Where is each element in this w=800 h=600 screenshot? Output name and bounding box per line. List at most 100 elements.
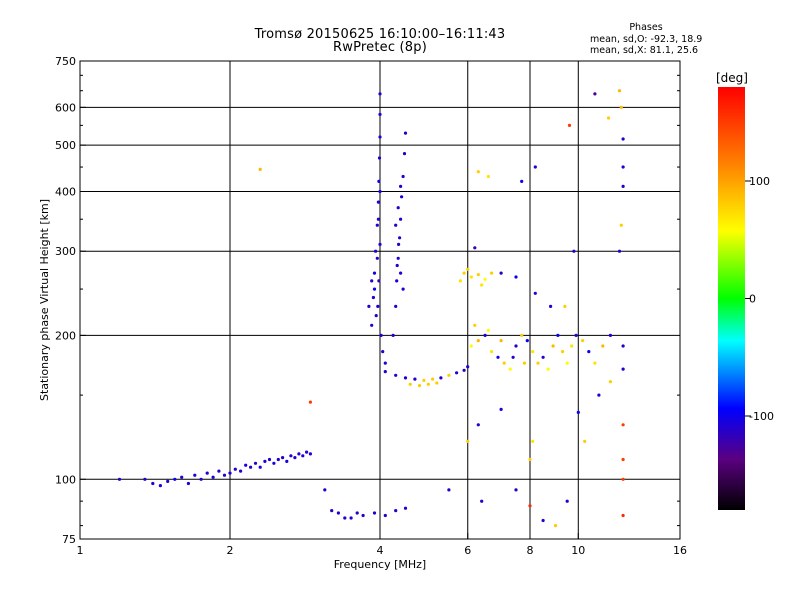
data-point	[361, 513, 365, 518]
colorbar-tick-label: 100	[749, 175, 770, 188]
data-point	[391, 333, 395, 337]
axis-ticks: 1 2 4 6 8 10 16 75 100 200 300 400 500 600 750	[55, 55, 687, 557]
data-point	[370, 279, 374, 283]
data-point	[541, 355, 545, 359]
data-point	[621, 457, 625, 462]
data-point	[619, 223, 623, 227]
data-point	[376, 304, 380, 308]
data-point	[403, 506, 408, 510]
data-point	[376, 200, 380, 204]
data-point	[621, 344, 625, 348]
data-point	[563, 304, 567, 308]
data-point	[199, 477, 203, 481]
data-point	[621, 184, 625, 188]
colorbar	[718, 87, 745, 510]
data-point	[490, 350, 494, 354]
data-point	[536, 361, 540, 365]
data-point	[587, 350, 591, 354]
data-point	[228, 471, 232, 475]
grid-lines	[80, 61, 680, 539]
data-point	[343, 516, 347, 520]
data-point	[367, 304, 371, 308]
data-point	[377, 279, 381, 283]
data-point	[180, 475, 184, 479]
data-point	[377, 156, 382, 160]
data-point	[395, 263, 399, 268]
data-point	[617, 89, 622, 93]
data-point	[378, 112, 382, 116]
data-point	[621, 137, 625, 141]
data-point	[330, 509, 334, 513]
x-tick-label: 2	[227, 544, 234, 557]
data-point	[531, 350, 535, 354]
y-tick-label: 400	[55, 185, 76, 198]
chart-title: Tromsø 20150625 16:10:00–16:11:43	[254, 27, 506, 42]
data-point	[572, 249, 576, 253]
data-point	[217, 469, 221, 473]
data-point	[401, 174, 405, 179]
y-tick-label: 200	[55, 329, 76, 342]
data-point	[447, 373, 451, 377]
data-point	[293, 456, 297, 460]
data-point	[499, 271, 503, 275]
data-point	[608, 333, 613, 337]
phase-x-label: mean, sd,X:	[590, 45, 647, 56]
x-tick-label: 1	[77, 544, 84, 557]
data-point	[522, 361, 527, 365]
data-point	[462, 271, 466, 275]
data-point	[593, 361, 597, 365]
data-point	[619, 105, 623, 109]
data-point	[403, 376, 408, 380]
data-point	[193, 473, 197, 477]
data-point	[383, 513, 387, 518]
y-tick-label: 600	[55, 101, 76, 114]
data-point	[576, 410, 580, 414]
data-point	[486, 174, 490, 179]
chart-subtitle: RwPretec (8p)	[333, 40, 427, 55]
data-point	[395, 279, 399, 283]
phase-o-values: -92.3, 18.9	[650, 33, 703, 45]
data-point	[476, 423, 480, 427]
data-point	[258, 465, 262, 469]
data-point	[466, 439, 470, 443]
x-tick-label: 16	[673, 544, 687, 557]
data-point	[372, 287, 377, 291]
data-point	[483, 333, 487, 337]
y-tick-label: 300	[55, 245, 76, 258]
data-point	[402, 152, 407, 156]
data-point	[281, 456, 285, 460]
data-point	[551, 344, 555, 348]
y-tick-label: 750	[55, 55, 76, 68]
data-point	[621, 165, 625, 169]
data-point	[525, 339, 529, 343]
x-tick-label: 4	[377, 544, 384, 557]
data-point	[533, 291, 537, 295]
data-point	[476, 273, 480, 277]
data-point	[336, 511, 340, 515]
data-point	[399, 217, 403, 221]
data-point	[308, 452, 312, 456]
data-point	[514, 275, 518, 279]
data-point	[617, 249, 622, 253]
data-point	[496, 355, 500, 359]
data-point	[417, 384, 422, 388]
data-point	[621, 513, 625, 518]
data-point	[397, 242, 401, 246]
y-tick-label: 100	[55, 473, 76, 486]
data-point	[480, 283, 484, 287]
data-point	[349, 516, 353, 520]
data-point	[372, 271, 377, 275]
data-point	[379, 333, 383, 337]
y-tick-label: 75	[62, 533, 76, 546]
phase-o-row: mean, sd,O: -92.3, 18.9	[590, 34, 702, 46]
data-point	[370, 323, 374, 327]
data-point	[567, 123, 572, 127]
data-point	[458, 279, 462, 283]
x-tick-label: 8	[527, 544, 534, 557]
data-point	[601, 344, 605, 348]
data-points	[117, 89, 625, 528]
data-point	[520, 179, 524, 183]
data-point	[289, 454, 293, 458]
phase-x-row: mean, sd,X: 81.1, 25.6	[590, 45, 702, 57]
data-point	[233, 467, 237, 471]
